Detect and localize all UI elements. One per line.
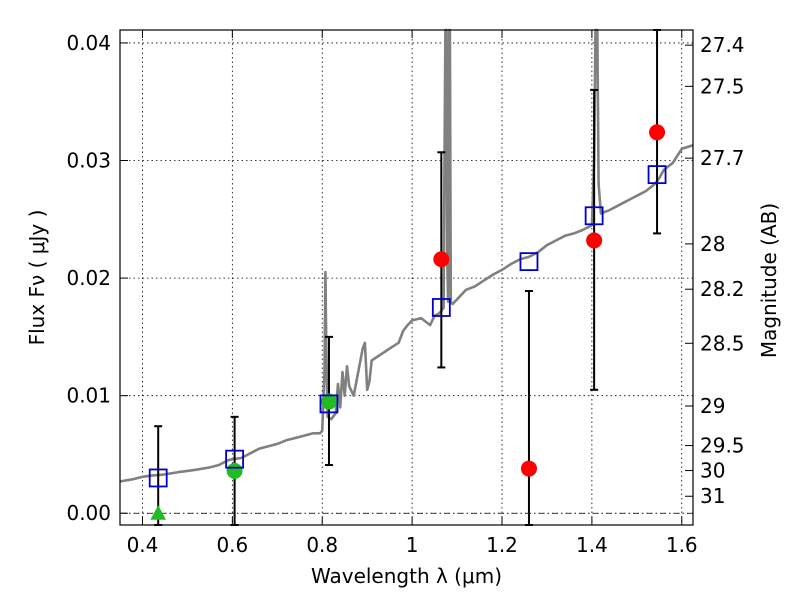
data-point [649, 124, 666, 141]
mag-tick-label: 27.4 [700, 33, 745, 57]
mag-tick-label: 31 [700, 484, 725, 508]
ticks-layer: 0.4 0.6 0.8 1 1.2 1.4 1.6 0.00 0.01 0.02 0.03 0.04 2… [66, 30, 745, 557]
mag-tick-label: 29 [700, 394, 725, 418]
y-tick-label: 0.04 [66, 31, 111, 55]
x-tick-label: 0.6 [216, 533, 248, 557]
data-point [320, 393, 337, 410]
spectrum-line [119, 28, 694, 483]
mag-tick-label: 27.7 [700, 146, 745, 170]
data-point [586, 232, 603, 249]
points-layer [148, 124, 667, 520]
x-axis-label: Wavelength λ (μm) [311, 564, 502, 588]
x-tick-label: 1 [406, 533, 419, 557]
magnitude-axis-label: Magnitude (AB) [757, 203, 781, 358]
mag-tick-label: 28 [700, 232, 725, 256]
mag-tick-label: 27.5 [700, 74, 745, 98]
upper-limit-point [150, 505, 167, 520]
x-tick-label: 1.6 [666, 533, 698, 557]
y-tick-label: 0.02 [66, 266, 111, 290]
model-point [225, 449, 245, 469]
x-tick-label: 0.4 [127, 533, 159, 557]
x-tick-label: 1.2 [486, 533, 518, 557]
x-tick-label: 1.4 [576, 533, 608, 557]
mag-tick-label: 29.5 [700, 434, 745, 458]
x-tick-label: 0.8 [306, 533, 338, 557]
mag-tick-label: 28.2 [700, 277, 745, 301]
mag-tick-label: 30 [700, 459, 725, 483]
spectrum-layer [119, 28, 694, 483]
plot-frame [119, 29, 694, 526]
grid [120, 30, 693, 525]
model-point [431, 298, 451, 317]
y-axis-label: Flux Fν ( μJy ) [25, 210, 49, 346]
data-point [433, 251, 450, 268]
y-tick-label: 0.00 [66, 501, 111, 525]
data-point [520, 460, 537, 477]
model-point [519, 252, 539, 272]
model-point [148, 468, 168, 488]
mag-tick-label: 28.5 [700, 331, 745, 355]
model-point [319, 394, 339, 414]
model-point [647, 165, 667, 185]
model-point [584, 206, 604, 226]
y-tick-label: 0.03 [66, 149, 111, 173]
y-tick-label: 0.01 [66, 384, 111, 408]
data-point [226, 462, 243, 479]
